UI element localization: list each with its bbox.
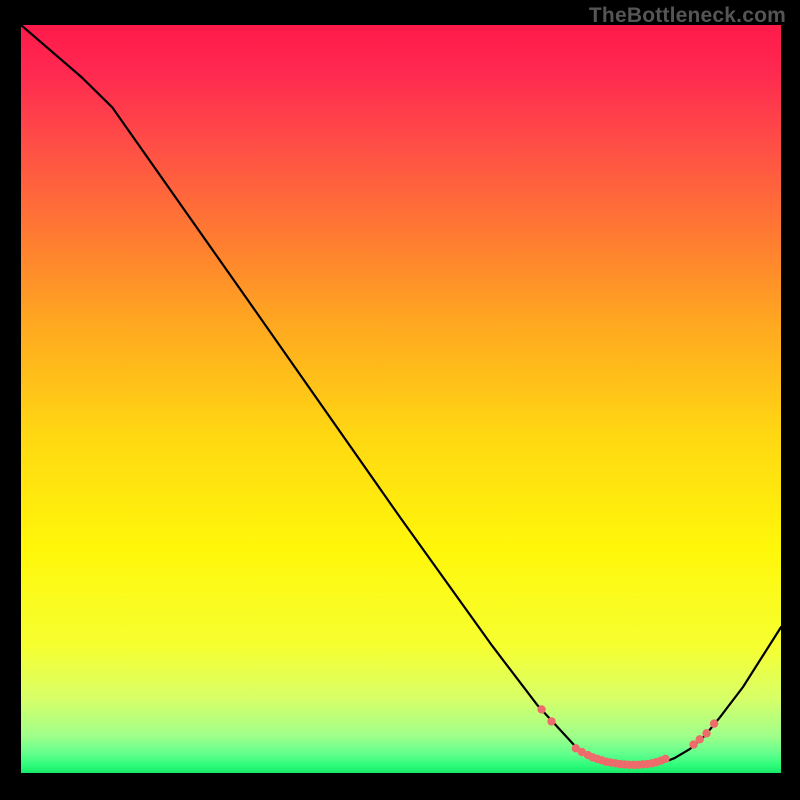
marker-point — [702, 729, 710, 737]
plot-area — [21, 25, 781, 773]
chart-container: TheBottleneck.com — [0, 0, 800, 800]
chart-svg — [21, 25, 781, 773]
marker-point — [695, 735, 703, 743]
marker-point — [537, 705, 545, 713]
marker-point — [547, 717, 555, 725]
marker-point — [710, 719, 718, 727]
marker-point — [661, 755, 669, 763]
heat-gradient-bg — [21, 25, 781, 773]
